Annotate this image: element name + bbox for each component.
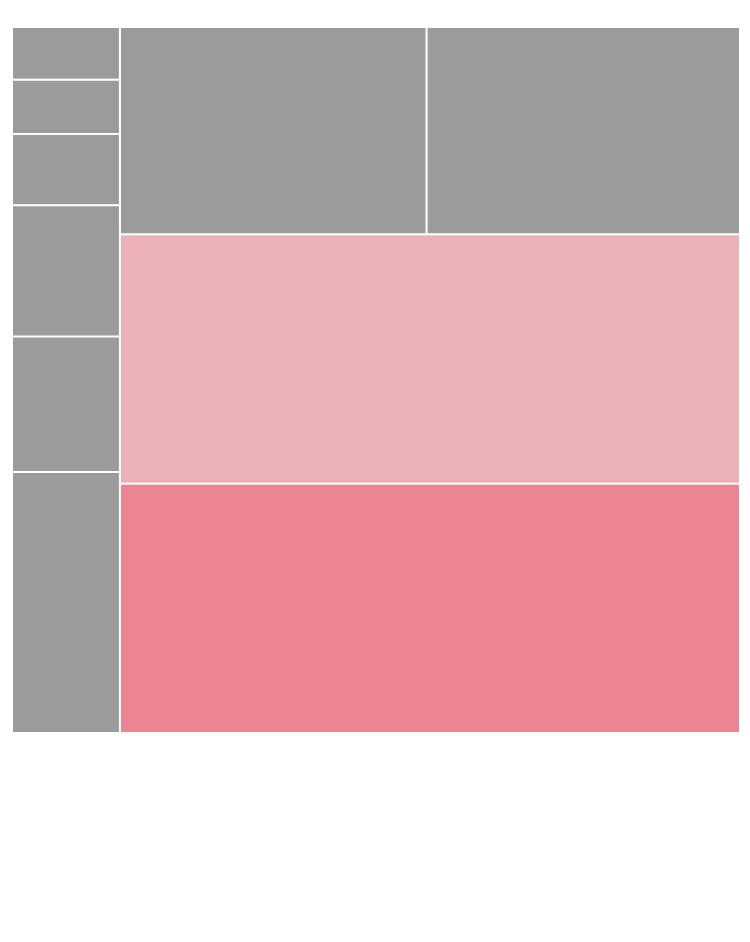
treemap-tile-3 — [11, 204, 121, 338]
treemap-tile-5 — [11, 470, 121, 734]
treemap-tile-2 — [11, 132, 121, 207]
treemap-tile-8 — [118, 233, 742, 485]
treemap-tile-7 — [425, 26, 741, 236]
treemap-tile-4 — [11, 335, 121, 473]
treemap-tile-0 — [11, 26, 121, 81]
treemap-tile-1 — [11, 78, 121, 135]
treemap-tile-9 — [118, 482, 742, 734]
treemap-tile-6 — [118, 26, 428, 236]
